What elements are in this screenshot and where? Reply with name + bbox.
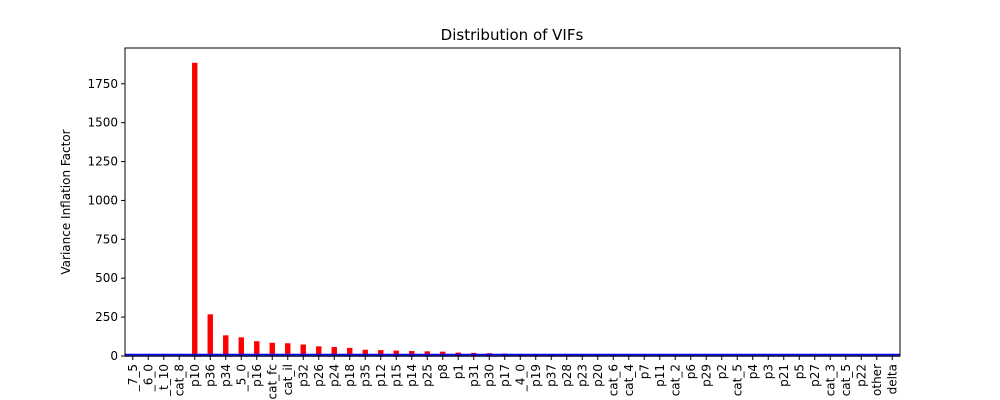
x-tick-label-_7_5: _7_5 <box>126 364 140 392</box>
x-tick-label-p11: p11 <box>653 364 667 387</box>
bar-p12 <box>378 350 384 356</box>
x-tick-label-p23: p23 <box>575 364 589 387</box>
y-tick-label-500: 500 <box>95 271 118 285</box>
bar-p24 <box>331 346 337 356</box>
x-tick-label-p25: p25 <box>420 364 434 387</box>
x-tick-label-_5_0: _5_0 <box>234 364 248 392</box>
x-tick-label-p31: p31 <box>467 364 481 387</box>
x-tick-label-p17: p17 <box>498 364 512 387</box>
bar-p19 <box>533 354 539 356</box>
bar-p15 <box>393 350 399 356</box>
x-tick-label-p1: p1 <box>451 364 465 379</box>
x-tick-label-cat_6: cat_6 <box>606 364 620 396</box>
bar-p25 <box>424 351 430 356</box>
x-tick-label-p8: p8 <box>436 364 450 379</box>
y-tick-label-1000: 1000 <box>87 193 118 207</box>
x-tick-label-_t_10: _t_10 <box>157 364 171 397</box>
x-tick-label-_4_0: _4_0 <box>513 364 527 392</box>
x-tick-label-cat_8: cat_8 <box>172 364 186 396</box>
x-tick-label-cat_5: cat_5 <box>839 364 853 396</box>
y-tick-label-250: 250 <box>95 310 118 324</box>
y-tick-label-1500: 1500 <box>87 116 118 130</box>
x-tick-label-cat_3: cat_3 <box>823 364 837 396</box>
x-tick-label-p3: p3 <box>761 364 775 379</box>
y-tick-label-750: 750 <box>95 232 118 246</box>
x-tick-label-p34: p34 <box>219 364 233 387</box>
y-tick-label-1750: 1750 <box>87 77 118 91</box>
x-tick-label-p27: p27 <box>808 364 822 387</box>
y-tick-label-0: 0 <box>110 349 118 363</box>
x-tick-label-p26: p26 <box>312 364 326 387</box>
x-tick-label-p24: p24 <box>327 364 341 387</box>
x-tick-label-p14: p14 <box>405 364 419 387</box>
bar-cat_fc <box>269 342 275 356</box>
bar-p10 <box>192 62 198 357</box>
bar-p18 <box>347 347 353 356</box>
x-tick-label-p19: p19 <box>529 364 543 387</box>
x-tick-label-p7: p7 <box>637 364 651 379</box>
x-tick-label-p12: p12 <box>374 364 388 387</box>
x-tick-label-cat_5: cat_5 <box>730 364 744 396</box>
x-tick-label-p6: p6 <box>684 364 698 379</box>
bar-_5_0 <box>238 337 244 356</box>
bar-p35 <box>362 349 368 356</box>
x-tick-label-p29: p29 <box>699 364 713 387</box>
x-tick-label-p21: p21 <box>777 364 791 387</box>
bar-p14 <box>409 351 415 356</box>
x-tick-label-p32: p32 <box>296 364 310 387</box>
x-tick-label-_6_0: _6_0 <box>141 364 155 392</box>
bar-p36 <box>207 314 213 356</box>
y-axis-label: Variance Inflation Factor <box>59 129 73 274</box>
x-tick-label-delta: delta <box>885 364 899 394</box>
x-tick-label-p2: p2 <box>715 364 729 379</box>
x-tick-label-cat_2: cat_2 <box>668 364 682 396</box>
x-tick-label-cat_4: cat_4 <box>622 364 636 396</box>
bar-cat_il <box>285 343 291 356</box>
bar-p34 <box>223 335 229 356</box>
x-tick-label-p22: p22 <box>854 364 868 387</box>
x-tick-label-p37: p37 <box>544 364 558 387</box>
x-tick-label-p5: p5 <box>792 364 806 379</box>
x-tick-label-p16: p16 <box>250 364 264 387</box>
x-tick-label-p4: p4 <box>746 364 760 379</box>
bar-p16 <box>254 341 260 356</box>
y-tick-label-1250: 1250 <box>87 155 118 169</box>
x-tick-label-p35: p35 <box>358 364 372 387</box>
x-tick-label-cat_fc: cat_fc <box>265 364 279 399</box>
x-tick-label-cat_il: cat_il <box>281 364 295 395</box>
bar-p32 <box>300 344 306 356</box>
plot-frame <box>124 47 901 357</box>
x-tick-label-p28: p28 <box>560 364 574 387</box>
x-tick-label-p30: p30 <box>482 364 496 387</box>
x-tick-label-p10: p10 <box>188 364 202 387</box>
x-tick-label-p18: p18 <box>343 364 357 387</box>
x-tick-label-p36: p36 <box>203 364 217 387</box>
x-tick-label-p20: p20 <box>591 364 605 387</box>
x-tick-label-p15: p15 <box>389 364 403 387</box>
bar-p26 <box>316 346 322 356</box>
chart-title: Distribution of VIFs <box>441 26 584 44</box>
x-tick-label-other: other <box>870 364 884 396</box>
